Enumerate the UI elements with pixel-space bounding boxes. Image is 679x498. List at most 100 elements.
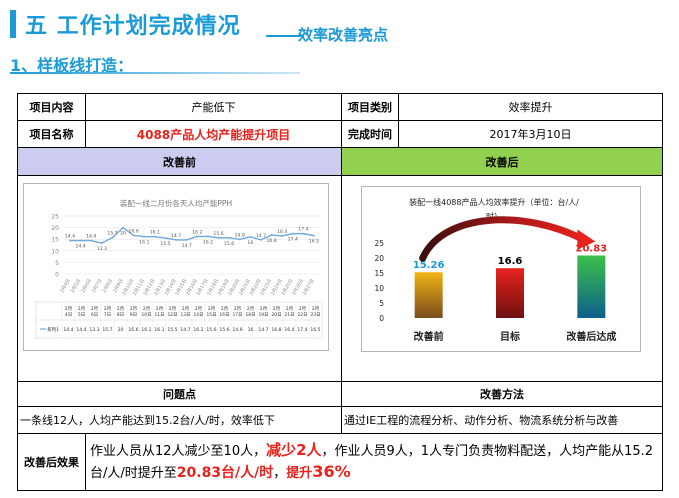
bar-chart-title-line1: 装配一线4088产品人均效率提升（单位：台/人/ [409,197,579,207]
line-chart-table-day: 21日 [285,312,295,318]
line-chart-data-label: 17.4 [298,227,308,233]
line-chart-series-line [70,226,315,244]
line-chart-point [196,235,199,238]
bar-chart-bar [496,268,524,318]
line-chart-point [270,234,273,236]
problem-header: 问题点 [18,382,342,407]
line-chart-table-date: 2月 [234,306,241,312]
before-header: 改善前 [18,148,342,176]
value-project-category: 效率提升 [399,94,662,121]
after-header: 改善后 [342,148,662,176]
bar-chart-ytick: 5 [379,299,384,308]
after-bar-chart: 装配一线4088产品人均效率提升（单位：台/人/时） 25 20 15 10 5 0 15.2… [374,197,616,343]
line-chart-data-label: 20 [120,231,126,237]
value-completion-time: 2017年3月10日 [399,121,662,148]
line-chart-table-value: 16.8 [271,327,281,333]
bar-chart-data-label: 20.83 [576,244,608,255]
line-chart-table-date: 2月 [78,306,85,312]
line-chart-data-label: 14.7 [182,243,192,249]
effect-paragraph: 作业人员从12人减少至10人，减少2人，作业人员9人，1人专门负责物料配送，人均… [90,440,658,484]
line-chart-table-date: 2月 [195,306,202,312]
line-chart-table-date: 2月 [221,306,228,312]
bar-chart-category: 目标 [500,330,520,343]
line-chart-table-value: 16.6 [128,327,138,333]
bar-chart-data-label: 16.6 [498,256,523,267]
method-text: 通过IE工程的流程分析、动作分析、物流系统分析与改善 [342,407,662,434]
line-chart-data-label: 16.1 [150,230,160,236]
line-chart-legend-label: 系列1 [47,326,59,333]
line-chart-data-label: 15.5 [160,241,170,247]
label-project-content: 项目内容 [18,94,86,121]
line-chart-ytick: 20 [51,225,59,232]
effect-new-pph: 20.83台/人/时 [176,465,274,481]
line-chart-table-value: 13.3 [89,327,99,333]
line-chart-table-value: 16 [248,327,254,333]
line-chart-table-date: 2月 [286,306,293,312]
line-chart-table-date: 2月 [156,306,163,312]
subtitle-dash [266,35,304,37]
line-chart-table-value: 16.5 [310,327,320,333]
line-chart-table-value: 14.4 [76,327,86,333]
line-chart-point [260,238,262,241]
line-chart-data-label: 15.6 [213,231,223,237]
line-chart-data-label: 14.4 [65,234,75,240]
label-project-name: 项目名称 [18,121,86,148]
line-chart-data-label: 15.6 [224,241,234,247]
header-accent-bar [10,10,16,38]
line-chart-point [164,237,167,239]
line-chart-table-value: 16.4 [284,327,294,333]
line-chart-ytick: 0 [55,272,59,279]
line-chart-table-value: 14.7 [180,327,190,333]
line-chart-table-value: 15.6 [206,327,216,333]
effect-increase-label: 提升 [286,466,313,481]
line-chart-table-value: 20 [118,327,124,333]
line-chart-table-date: 2月 [91,306,98,312]
line-chart-data-label: 13.3 [97,246,107,252]
line-chart-data-label: 14.7 [256,233,266,239]
line-chart-data-label: 14.7 [171,233,181,239]
line-chart-data-label: 14.4 [75,244,85,250]
line-chart-table-day: 23日 [311,312,321,318]
effect-reduce: 减少2人 [266,441,322,459]
line-chart-point [69,239,71,242]
line-chart-ytick: 5 [55,260,59,267]
line-chart-table-date: 2月 [104,306,111,312]
line-chart-table-value: 15.7 [102,327,112,333]
bar-chart-bar [414,272,443,318]
line-chart-data-label: 16.2 [203,239,213,245]
line-chart-table-value: 15.5 [167,327,177,333]
line-chart-table-day: 17日 [233,312,243,318]
line-chart-table-day: 15日 [207,312,217,318]
line-chart-table-value: 14.4 [63,327,73,333]
page-subtitle: ——效率改善亮点 [268,26,389,44]
line-chart-point [291,232,294,235]
line-chart-data-label: 17.4 [288,237,298,243]
line-chart-table-date: 2月 [169,306,176,312]
line-chart-ytick: 10 [51,248,59,255]
line-chart-table-day: 8日 [117,312,124,318]
line-chart-ytick: 15 [51,237,59,244]
effect-percent: 36% [312,462,351,481]
bar-chart-bar [577,255,606,318]
line-chart-table-value: 14.9 [232,327,242,333]
section-title: 1、样板线打造： [10,56,134,75]
line-chart-table-day: 14日 [194,312,204,318]
line-chart-table-date: 2月 [117,306,124,312]
line-chart-table-value: 16.1 [141,327,151,333]
line-chart-data-label: 16.1 [139,240,149,246]
line-chart-table-day: 12日 [168,312,178,318]
line-chart-point [207,235,209,238]
bar-chart-arrow-head [577,229,596,250]
effect-label: 改善后效果 [18,434,86,490]
bar-chart-category: 改善后达成 [566,330,616,343]
line-chart-table-value: 15.6 [219,327,229,333]
bar-chart-ytick: 0 [379,314,384,323]
line-chart-table-date: 2月 [299,306,306,312]
bar-chart-title-line2: 时） [486,211,502,221]
line-chart-table-date: 2月 [65,306,72,312]
project-table: 项目内容 产能低下 项目类别 效率提升 项目名称 4088产品人均产能提升项目 … [17,93,663,491]
line-chart-table-date: 2月 [247,306,254,312]
line-chart-table-date: 2月 [273,306,280,312]
method-header: 改善方法 [342,382,662,407]
line-chart-data-label: 14.9 [235,232,245,238]
